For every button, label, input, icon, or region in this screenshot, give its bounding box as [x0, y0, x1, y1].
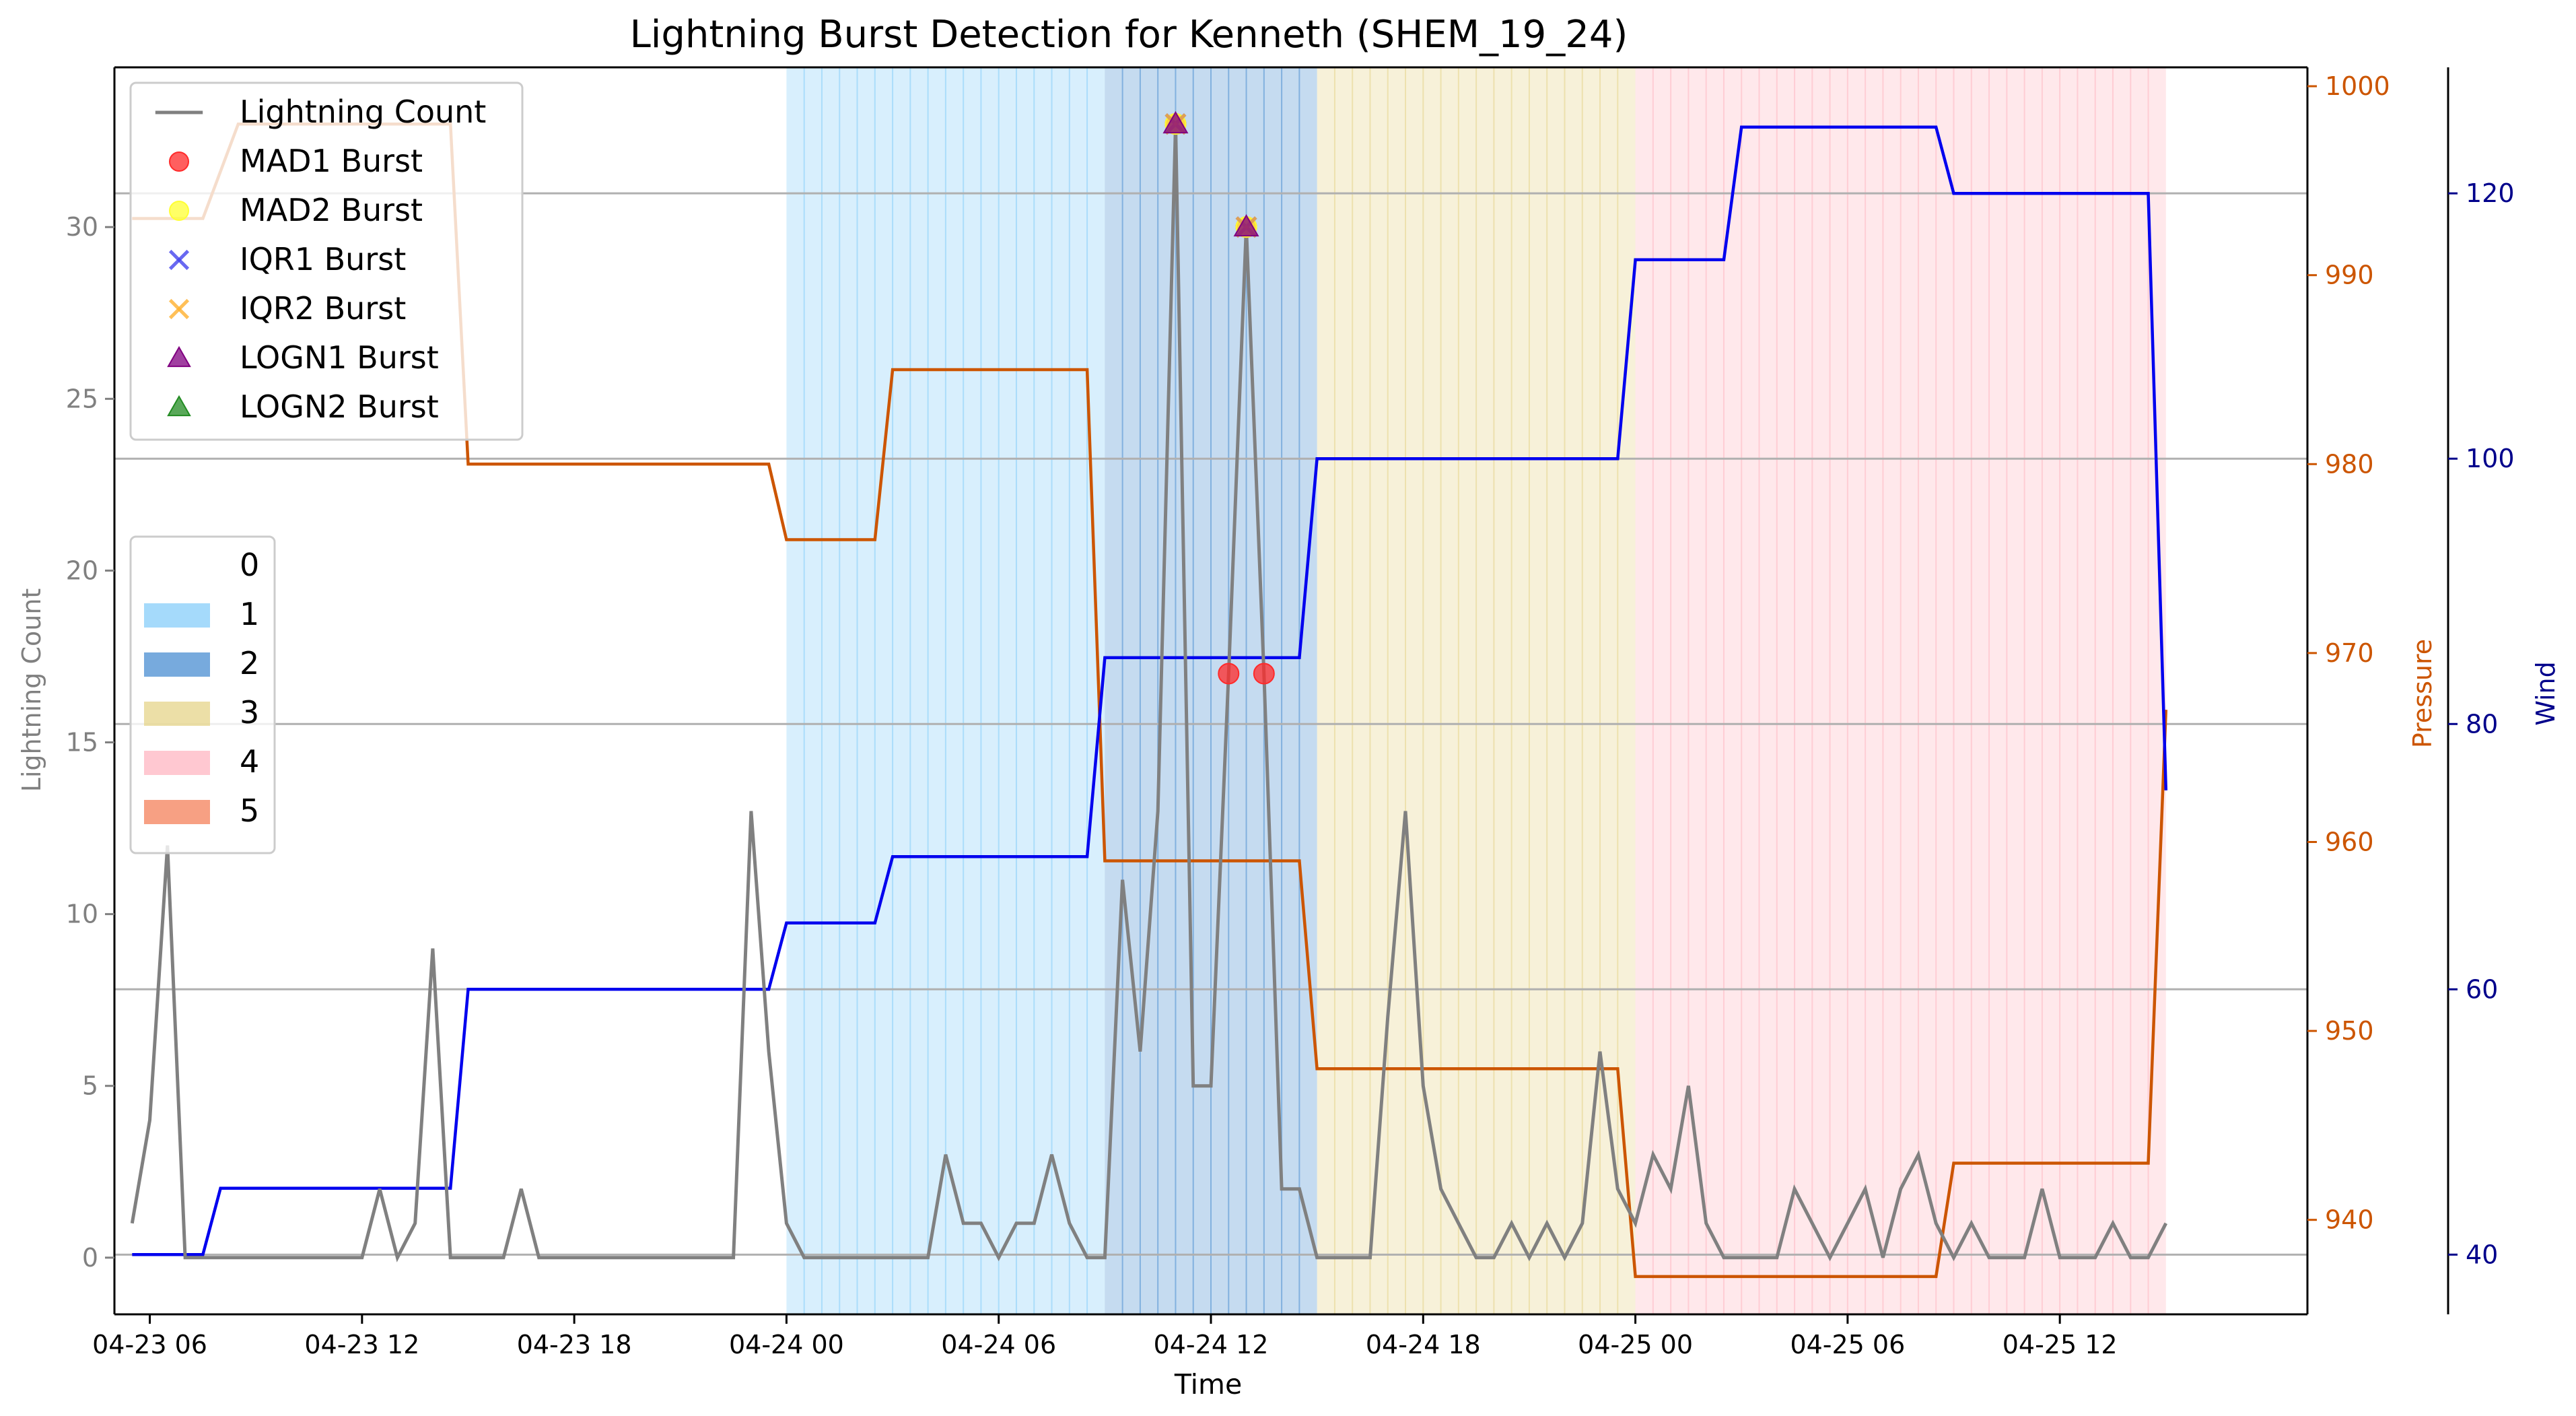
y-pressure-tick-label: 960: [2325, 827, 2374, 856]
legend-label: Lightning Count: [240, 94, 486, 130]
y-pressure-tick-label: 970: [2325, 638, 2374, 668]
legend-label: IQR1 Burst: [240, 241, 406, 277]
x-tick-label: 04-25 06: [1790, 1330, 1905, 1359]
data-layer: [130, 110, 2168, 1279]
legend-category-swatch: [144, 554, 210, 578]
legend-category-item: 4: [144, 743, 259, 780]
x-tick-label: 04-24 06: [941, 1330, 1056, 1359]
legend-series-box: [129, 81, 524, 441]
legend-category-item: 3: [144, 694, 259, 731]
legend-swatch: [167, 345, 191, 368]
legend-category-item: 1: [144, 596, 259, 632]
logn1-burst-marker: [1162, 110, 1189, 134]
legend-category-label: 4: [240, 743, 259, 780]
lightning-count-line: [130, 124, 2168, 1262]
plot-background-layer: [786, 67, 2166, 1314]
legend-layer: Lightning Count MAD1 Burst MAD2 Burst IQR1 …: [129, 81, 524, 854]
legend-category-label: 5: [240, 793, 259, 829]
legend-swatch: [167, 395, 191, 417]
y-axis-label-pressure: Pressure: [2408, 639, 2437, 748]
legend-label: LOGN2 Burst: [240, 389, 439, 425]
y-left-tick-label: 25: [66, 384, 98, 413]
x-tick-label: 04-23 12: [304, 1330, 419, 1359]
mad1-burst-marker: [1253, 663, 1275, 685]
y-left-tick-label: 5: [82, 1071, 98, 1101]
mad1-burst-marker: [1218, 663, 1240, 685]
legend-swatch: [168, 249, 190, 271]
legend-category-swatch: [144, 652, 210, 677]
legend-swatch: [169, 201, 189, 221]
y-wind-tick-label: 100: [2466, 444, 2515, 473]
legend-category-label: 2: [240, 645, 259, 681]
legend-series-item: IQR1 Burst: [168, 241, 406, 277]
legend-series-item: Lightning Count: [155, 94, 486, 130]
y-pressure-tick-label: 940: [2325, 1205, 2374, 1235]
legend-series: Lightning Count MAD1 Burst MAD2 Burst IQR1 …: [129, 81, 524, 441]
y-pressure-tick-label: 980: [2325, 449, 2374, 479]
legend-label: LOGN1 Burst: [240, 339, 439, 376]
x-axis-label: Time: [1174, 1368, 1242, 1401]
legend-category-swatch: [144, 603, 210, 628]
x-tick-label: 04-25 12: [2003, 1330, 2118, 1359]
x-tick-label: 04-25 00: [1578, 1330, 1693, 1359]
legend-category-swatch: [144, 702, 210, 726]
legend-category-item: 2: [144, 645, 259, 681]
y-axis-label-left: Lightning Count: [17, 588, 46, 793]
y-left-tick-label: 15: [66, 728, 98, 757]
y-wind-tick-label: 60: [2466, 974, 2498, 1004]
y-left-tick-label: 30: [66, 212, 98, 242]
y-wind-tick-label: 40: [2466, 1240, 2498, 1269]
legend-series-item: LOGN1 Burst: [167, 339, 439, 376]
axis-layer: 04-23 06 04-23 12 04-23 18 04-24 00 04-24 06…: [66, 66, 2515, 1359]
legend-category-label: 0: [240, 547, 259, 583]
legend-label: MAD2 Burst: [240, 192, 423, 228]
chart-title: Lightning Burst Detection for Kenneth (S…: [630, 13, 1628, 57]
y-left-tick-label: 20: [66, 555, 98, 585]
legend-swatch-stroke-b: [168, 249, 190, 271]
x-tick-label: 04-23 06: [92, 1330, 207, 1359]
legend-series-item: LOGN2 Burst: [167, 389, 439, 425]
grid-layer: [114, 192, 2307, 1256]
legend-category-swatch: [144, 751, 210, 775]
legend-category-swatch: [144, 800, 210, 824]
legend-category-item: 5: [144, 793, 259, 829]
legend-series-item: IQR2 Burst: [168, 290, 406, 327]
y-pressure-tick-label: 990: [2325, 261, 2374, 290]
y-left-tick-label: 10: [66, 900, 98, 929]
legend-series-item: MAD2 Burst: [169, 192, 423, 228]
wind-line: [132, 125, 2168, 1256]
legend-swatch: [168, 298, 190, 320]
legend-label: IQR2 Burst: [240, 290, 406, 327]
x-tick-label: 04-24 18: [1366, 1330, 1481, 1359]
y-pressure-tick-label: 950: [2325, 1016, 2374, 1046]
y-wind-tick-label: 120: [2466, 178, 2515, 208]
legend-category-label: 3: [240, 694, 259, 731]
x-tick-label: 04-24 00: [729, 1330, 844, 1359]
legend-swatch-stroke-b: [168, 298, 190, 320]
y-axis-label-wind: Wind: [2531, 661, 2561, 726]
y-wind-tick-label: 80: [2466, 709, 2498, 739]
y-pressure-tick-label: 1000: [2325, 71, 2390, 101]
x-tick-label: 04-24 12: [1154, 1330, 1269, 1359]
x-tick-label: 04-23 18: [517, 1330, 632, 1359]
legend-label: MAD1 Burst: [240, 143, 423, 179]
y-left-tick-label: 0: [82, 1243, 98, 1273]
legend-category-label: 1: [240, 596, 259, 632]
legend-categories: 0 1 2 3 4 5: [129, 535, 276, 854]
legend-category-item: 0: [144, 547, 259, 583]
legend-series-item: MAD1 Burst: [169, 143, 423, 179]
legend-swatch: [169, 151, 189, 172]
logn1-burst-marker: [1233, 213, 1259, 237]
